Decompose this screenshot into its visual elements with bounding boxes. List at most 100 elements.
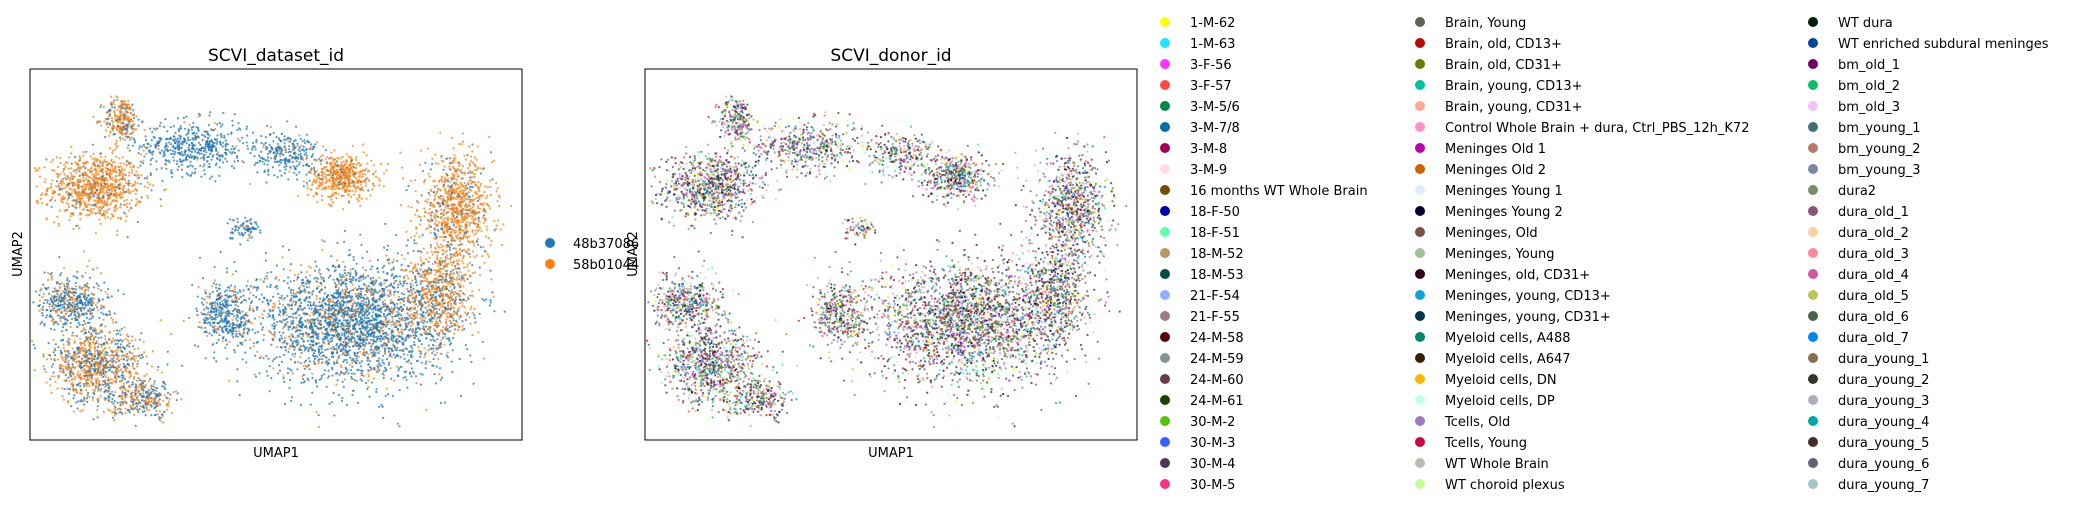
scatter-point xyxy=(324,308,327,311)
scatter-point xyxy=(70,192,73,195)
scatter-point xyxy=(58,209,61,212)
scatter-point xyxy=(355,198,359,201)
scatter-point xyxy=(370,308,373,311)
scatter-point xyxy=(75,168,78,172)
scatter-point xyxy=(110,158,113,161)
scatter-point xyxy=(386,248,389,251)
scatter-point xyxy=(482,246,485,249)
scatter-point xyxy=(453,252,456,255)
scatter-point xyxy=(180,168,184,171)
scatter-point xyxy=(321,358,324,361)
scatter-point xyxy=(253,317,256,320)
scatter-point xyxy=(102,179,105,182)
scatter-point xyxy=(291,319,295,322)
scatter-point xyxy=(431,157,434,160)
scatter-point xyxy=(90,166,93,169)
scatter-point xyxy=(174,146,177,150)
scatter-point xyxy=(387,319,391,322)
scatter-point xyxy=(389,313,392,316)
scatter-point xyxy=(267,168,270,171)
scatter-point xyxy=(421,233,424,237)
scatter-point xyxy=(82,151,85,154)
scatter-point xyxy=(479,246,483,249)
scatter-point xyxy=(109,172,112,175)
scatter-point xyxy=(439,189,442,192)
scatter-point xyxy=(114,113,117,116)
scatter-point xyxy=(418,235,421,238)
scatter-point xyxy=(98,164,101,168)
scatter-point xyxy=(331,161,334,164)
scatter-point xyxy=(75,191,78,194)
scatter-point xyxy=(340,333,344,336)
scatter-point xyxy=(334,188,337,191)
scatter-point xyxy=(110,103,113,106)
scatter-point xyxy=(488,136,491,139)
scatter-point xyxy=(362,300,365,303)
scatter-point xyxy=(298,314,301,317)
scatter-point xyxy=(308,327,312,330)
scatter-point xyxy=(487,236,491,240)
scatter-point xyxy=(455,187,458,190)
scatter-point xyxy=(307,364,310,367)
scatter-point xyxy=(308,368,311,371)
scatter-point xyxy=(135,115,138,118)
scatter-point xyxy=(119,196,123,200)
scatter-point xyxy=(357,179,361,182)
scatter-point xyxy=(156,140,159,143)
scatter-point xyxy=(369,349,372,352)
scatter-point xyxy=(377,177,380,180)
scatter-point xyxy=(465,223,468,226)
scatter-point xyxy=(360,188,364,191)
scatter-point xyxy=(375,318,378,321)
scatter-point xyxy=(434,382,437,385)
scatter-point xyxy=(352,389,355,392)
scatter-point xyxy=(155,168,158,171)
scatter-point xyxy=(431,253,434,256)
scatter-point xyxy=(245,141,248,144)
scatter-point xyxy=(221,145,224,148)
scatter-point xyxy=(113,111,116,114)
scatter-point xyxy=(324,166,327,169)
scatter-point xyxy=(111,106,114,109)
scatter-point xyxy=(83,193,86,197)
scatter-point xyxy=(352,302,355,305)
scatter-point xyxy=(417,338,420,341)
scatter-point xyxy=(100,164,103,167)
scatter-point xyxy=(378,405,381,408)
scatter-point xyxy=(265,181,268,184)
scatter-point xyxy=(124,128,127,131)
scatter-point xyxy=(480,230,483,233)
scatter-point xyxy=(287,150,290,154)
scatter-point xyxy=(347,168,350,171)
scatter-point xyxy=(169,126,172,129)
scatter-point xyxy=(284,147,287,150)
scatter-point xyxy=(54,199,57,202)
scatter-point xyxy=(445,200,448,203)
scatter-point xyxy=(109,176,112,179)
scatter-point xyxy=(289,150,292,153)
scatter-point xyxy=(277,313,280,316)
scatter-point xyxy=(452,224,455,227)
scatter-point xyxy=(360,197,363,200)
scatter-point xyxy=(280,346,283,349)
scatter-point xyxy=(402,376,405,379)
scatter-point xyxy=(81,184,84,187)
scatter-point xyxy=(433,185,436,188)
scatter-point xyxy=(465,206,469,209)
scatter-point xyxy=(238,394,241,397)
scatter-point xyxy=(194,171,197,174)
scatter-point xyxy=(303,306,307,310)
scatter-point xyxy=(483,190,486,194)
scatter-point xyxy=(111,190,114,193)
scatter-point xyxy=(230,131,233,134)
scatter-point xyxy=(218,122,221,125)
scatter-point xyxy=(142,159,145,162)
scatter-point xyxy=(346,172,349,175)
scatter-point xyxy=(474,271,477,274)
scatter-point xyxy=(357,187,360,190)
scatter-point xyxy=(252,131,255,134)
scatter-point xyxy=(289,300,292,303)
scatter-point xyxy=(198,112,201,115)
scatter-point xyxy=(300,271,303,274)
scatter-point xyxy=(306,280,309,283)
